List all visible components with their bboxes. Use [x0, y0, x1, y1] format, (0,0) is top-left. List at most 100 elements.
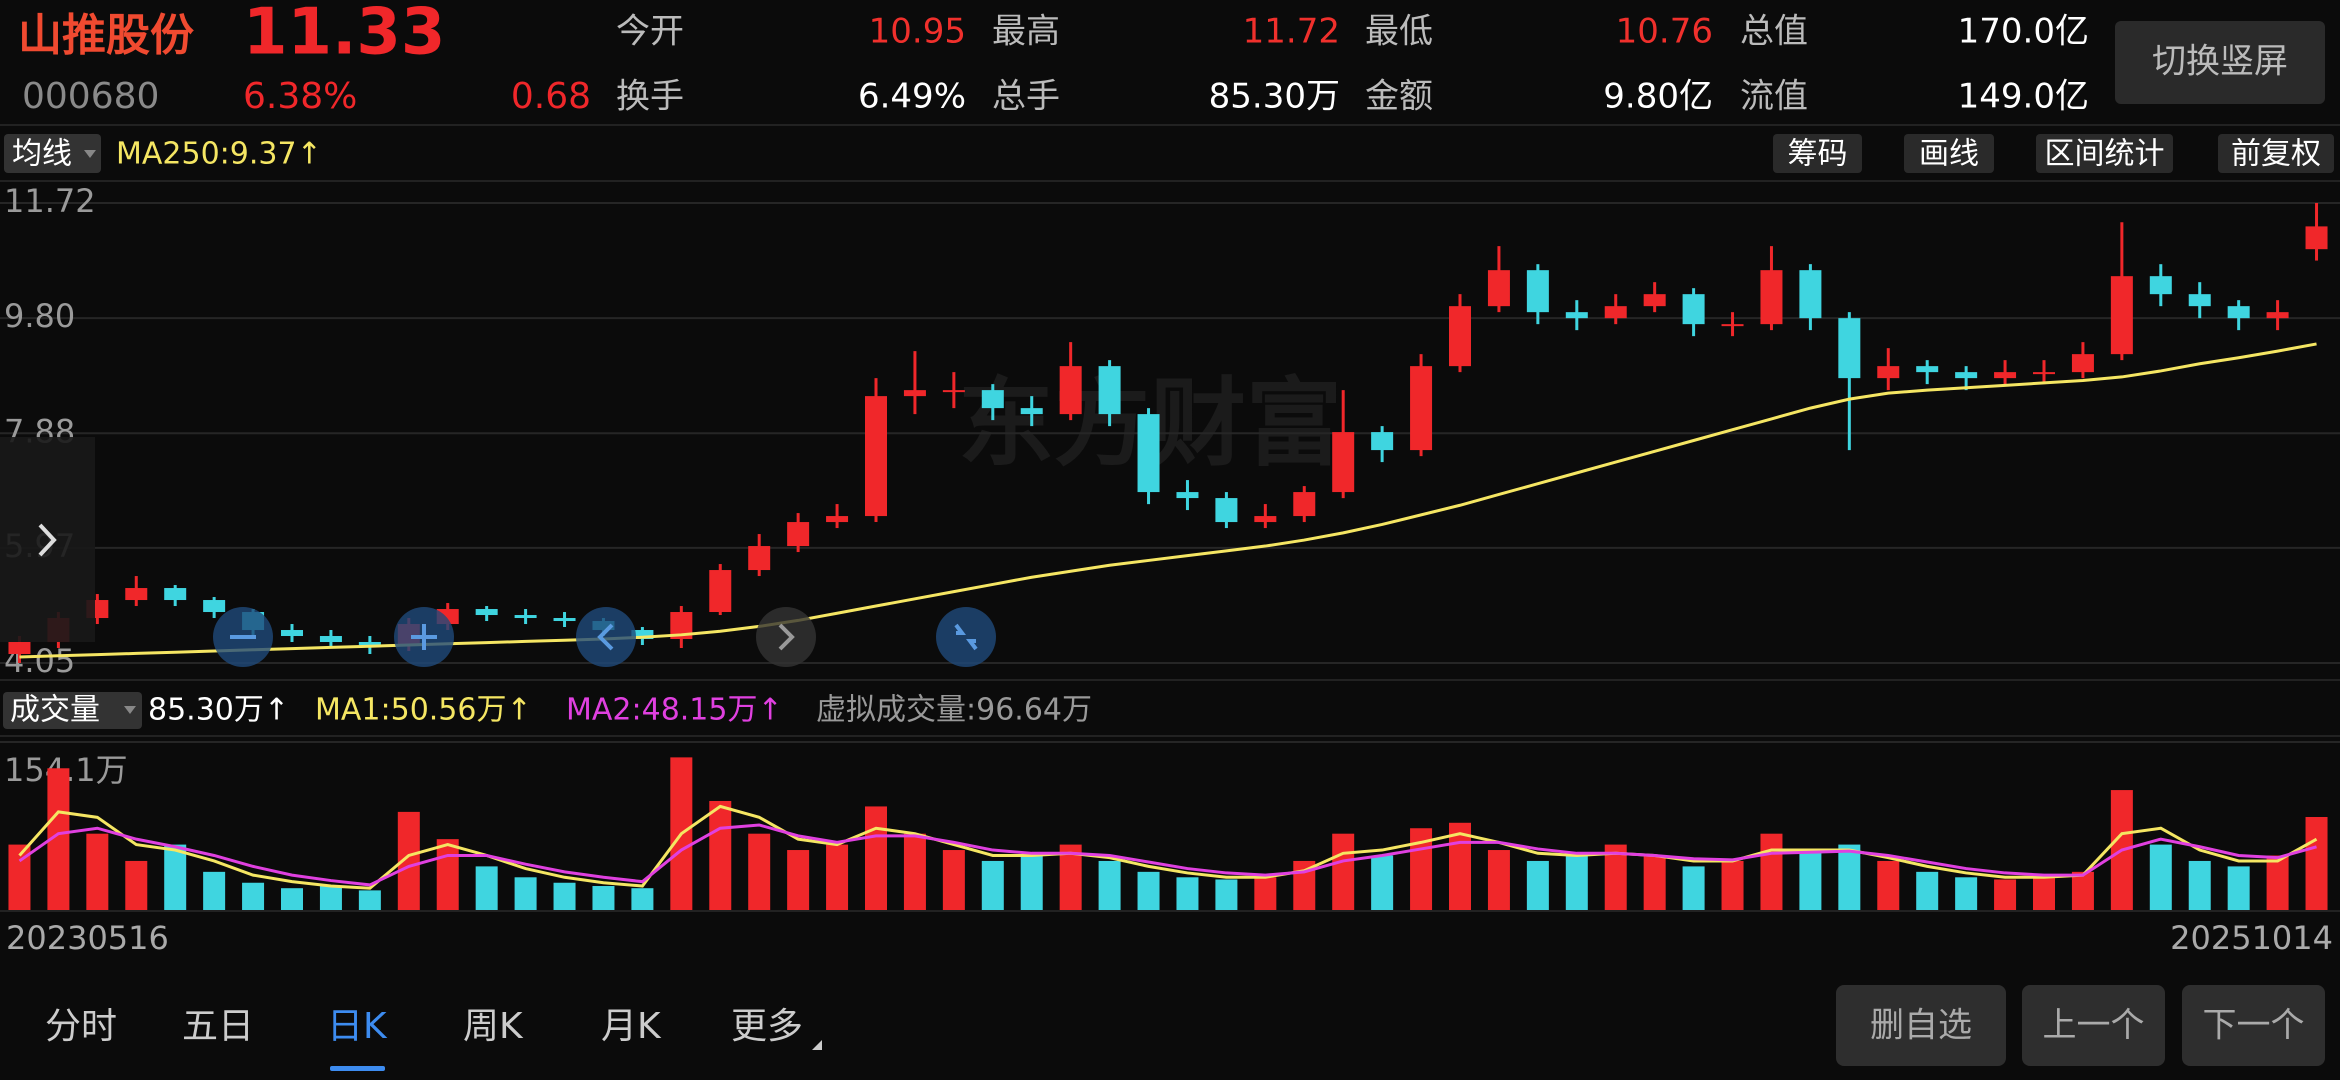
side-tab[interactable] [0, 437, 95, 642]
candle-body [203, 600, 226, 613]
button-bg [2115, 21, 2325, 104]
volume-bar [1604, 844, 1627, 910]
button-bg [1836, 985, 2006, 1066]
candle-body [1098, 366, 1121, 415]
indicator-select[interactable]: 均线 [4, 134, 101, 173]
bottom-tab[interactable]: 五日 [182, 1006, 254, 1047]
dropdown-icon [124, 706, 136, 714]
volume-bar [787, 850, 810, 910]
candle-body [1760, 270, 1783, 325]
volume-bar [2266, 855, 2289, 910]
button-bg [2218, 134, 2334, 173]
volume-bar [865, 806, 887, 910]
chart-layer: 11.729.807.885.974.05154.1万MA1:50.56万↑MA… [0, 182, 2340, 957]
stock-name: 山推股份 [18, 10, 194, 61]
candle-body [281, 630, 303, 637]
candle-body [1059, 366, 1082, 415]
volume-bar [1020, 855, 1043, 910]
volume-bar [1215, 879, 1238, 910]
candle-body [1565, 312, 1588, 319]
select-label: 成交量 [10, 693, 100, 728]
volume-current: 85.30万↑ [148, 693, 289, 728]
volume-select[interactable]: 成交量 [3, 692, 142, 729]
candle-body [2188, 294, 2211, 307]
volume-ma-legend: MA2:48.15万↑ [566, 693, 783, 728]
volume-bar [1838, 844, 1861, 910]
button-label: 画线 [1919, 137, 1979, 172]
stat-value: 6.49% [858, 77, 966, 117]
stat-value: 85.30万 [1209, 77, 1340, 117]
tool-button[interactable]: 区间统计 [2036, 134, 2173, 173]
volume-bar [1760, 833, 1783, 910]
select-bg [3, 692, 142, 729]
bottom-tab[interactable]: 分时 [45, 1006, 117, 1047]
candle-body [942, 390, 965, 393]
stat-value: 10.76 [1616, 12, 1713, 52]
bottom-tab[interactable]: 月K [601, 1006, 662, 1047]
candle-body [1410, 366, 1433, 451]
candle-body [358, 642, 381, 646]
candle-body [1682, 294, 1705, 325]
stat-label: 换手 [616, 77, 684, 117]
select-bg [4, 134, 101, 173]
stat-label: 最低 [1365, 12, 1433, 52]
candle-body [2149, 276, 2172, 295]
volume-bar [475, 866, 498, 910]
volume-bar [1176, 877, 1199, 910]
tool-button[interactable]: 筹码 [1773, 134, 1862, 173]
volume-bar [1487, 850, 1510, 910]
prev-button[interactable] [576, 607, 636, 667]
ma-legend: MA250:9.37↑ [116, 137, 322, 172]
bottom-tab[interactable]: 更多 [731, 1006, 803, 1047]
switch-button[interactable]: 切换竖屏 [2115, 21, 2325, 104]
collapse-button[interactable] [936, 607, 996, 667]
volume-bar [981, 860, 1004, 910]
candle-body [709, 570, 732, 613]
candle-body [1721, 324, 1744, 327]
volume-bar [826, 844, 849, 910]
stat-label: 今开 [616, 12, 684, 52]
volume-bar [1916, 871, 1939, 910]
bottom-tab[interactable]: 周K [463, 1006, 524, 1047]
candle-body [1916, 366, 1939, 373]
candle-body [1643, 294, 1666, 307]
y-tick-label: 11.72 [4, 182, 96, 220]
button-label: 区间统计 [2045, 137, 2165, 172]
button-bg [2022, 985, 2165, 1066]
candle-body [1526, 270, 1549, 313]
volume-bar [1371, 855, 1394, 910]
volume-bar [319, 886, 342, 910]
candle-body [787, 522, 810, 547]
candle-body [1215, 498, 1238, 523]
tool-button[interactable]: 前复权 [2218, 134, 2334, 173]
bottom-button[interactable]: 下一个 [2182, 985, 2325, 1066]
volume-bar [86, 833, 109, 910]
volume-bar [1955, 877, 1978, 910]
volume-bar [164, 844, 187, 910]
volume-bar [1877, 860, 1900, 910]
change-pct: 6.38% [243, 76, 357, 117]
active-tab-underline [330, 1066, 385, 1071]
candle-body [1994, 372, 2017, 379]
volume-bar [592, 886, 615, 910]
candle-body [981, 390, 1004, 409]
volume-bar [1254, 877, 1277, 910]
volume-bar [1526, 860, 1549, 910]
next-button[interactable] [756, 607, 816, 667]
bottom-button[interactable]: 删自选 [1836, 985, 2006, 1066]
tool-button[interactable]: 画线 [1904, 134, 1994, 173]
volume-bar [47, 768, 70, 910]
volume-bar [1059, 844, 1082, 910]
select-label: 均线 [12, 137, 72, 172]
button-label: 下一个 [2203, 1006, 2305, 1046]
bottom-tab[interactable]: 日K [327, 1006, 388, 1047]
candle-body [2033, 372, 2055, 375]
icon [966, 639, 978, 651]
bottom-button[interactable]: 上一个 [2022, 985, 2165, 1066]
virtual-volume: 虚拟成交量:96.64万 [816, 693, 1092, 728]
volume-bar [281, 888, 303, 910]
candle-body [514, 615, 537, 619]
more-icon [812, 1040, 822, 1050]
candle-body [1838, 318, 1861, 379]
